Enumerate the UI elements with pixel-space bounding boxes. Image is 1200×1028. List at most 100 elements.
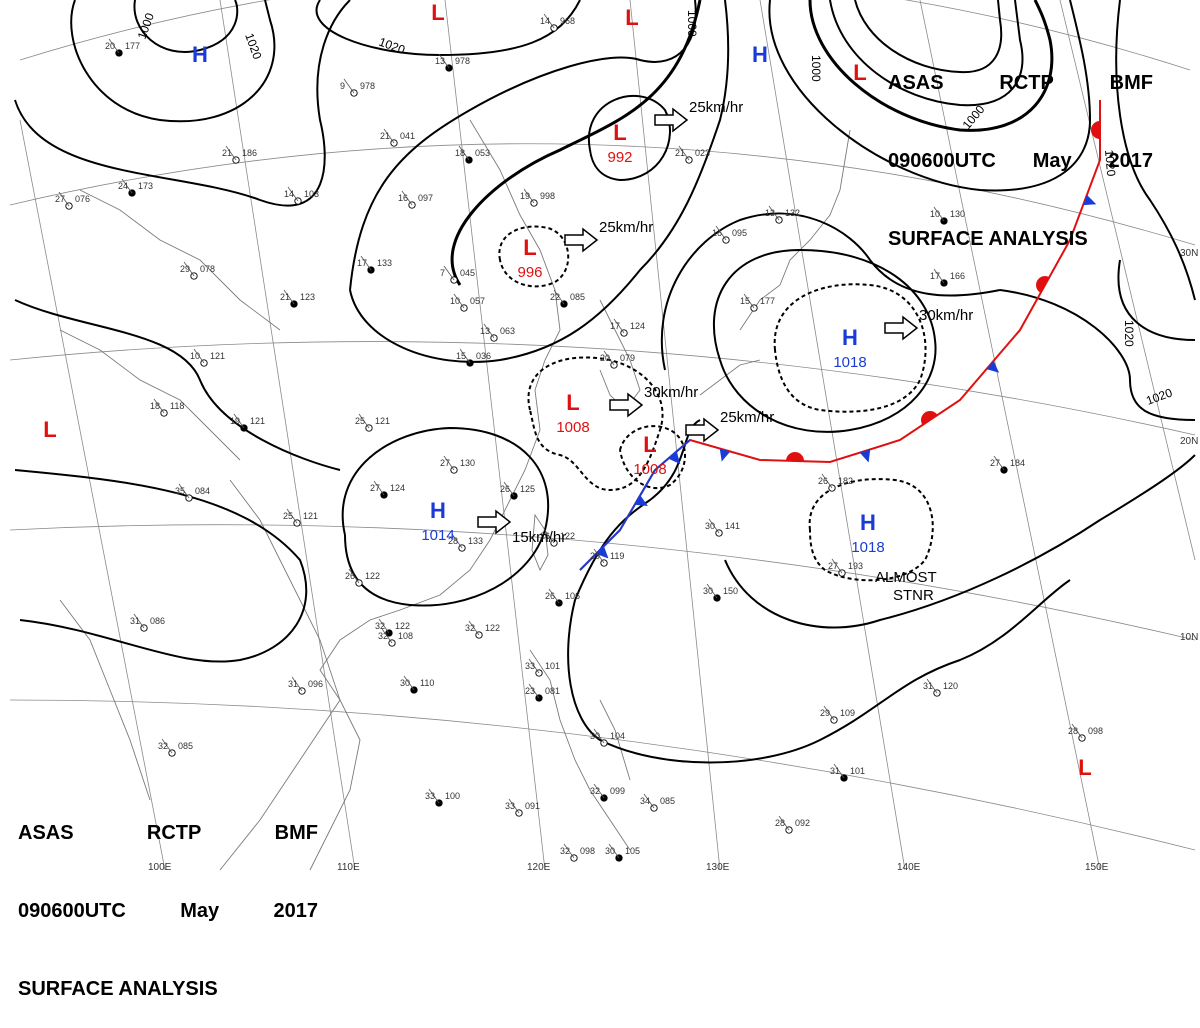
station-pressure: 110 <box>420 678 434 688</box>
station-plot: 10 057 <box>450 293 485 312</box>
motion-vector: 30km/hr <box>609 384 698 418</box>
isobar <box>349 0 697 291</box>
wind-barb-icon <box>443 265 455 281</box>
meridian-100e <box>19 119 166 871</box>
station-pressure: 122 <box>485 623 500 633</box>
wind-barb-icon <box>383 128 395 144</box>
wind-barb-icon <box>287 186 299 202</box>
station-pressure: 109 <box>840 708 855 718</box>
station-temperature: 31 <box>288 679 298 689</box>
station-plot: 20 177 <box>105 38 140 57</box>
wind-barb-icon <box>831 558 843 574</box>
cold-front-symbol <box>596 546 609 559</box>
isobar <box>999 289 1196 421</box>
station-pressure: 118 <box>170 401 184 411</box>
station-plot: 23 081 <box>525 683 560 702</box>
station-pressure: 079 <box>620 353 635 363</box>
grid-labels: 30N 20N 10N 100E 110E 120E 130E 140E 150E <box>148 248 1198 873</box>
station-temperature: 30 <box>400 678 410 688</box>
wind-barb-icon <box>528 658 540 674</box>
isobar <box>854 0 1003 74</box>
station-pressure: 186 <box>242 148 257 158</box>
station-plot: 24 173 <box>118 178 153 197</box>
station-plot: 13 132 <box>765 205 800 224</box>
station-plot: 31 096 <box>288 676 323 695</box>
station-plot: 28 092 <box>775 815 810 834</box>
station-temperature: 25 <box>283 511 293 521</box>
wind-barb-icon <box>833 763 845 779</box>
wind-barb-icon <box>593 728 605 744</box>
station-plot: 35 084 <box>175 483 210 502</box>
coast-indochina <box>219 479 341 871</box>
station-plot: 18 053 <box>455 145 490 164</box>
station-pressure: 098 <box>580 846 595 856</box>
station-temperature: 31 <box>830 766 840 776</box>
pressure-system-high: H <box>192 42 208 67</box>
isobar <box>133 0 239 53</box>
high-marker: H <box>842 325 858 350</box>
station-temperature: 18 <box>455 148 465 158</box>
wind-barb-icon <box>381 628 393 644</box>
meridian-130e <box>629 0 721 871</box>
station-pressure: 085 <box>178 741 193 751</box>
longitude-label: 110E <box>337 862 360 873</box>
station-plot: 32 098 <box>560 843 595 862</box>
annotation-line-1: ALMOST <box>875 569 937 586</box>
isobar <box>567 419 1071 764</box>
header-month: May <box>1032 150 1072 172</box>
station-pressure: 130 <box>460 458 475 468</box>
station-pressure: 098 <box>1088 726 1103 736</box>
low-marker: L <box>643 432 656 457</box>
station-plot: 7 045 <box>440 265 475 284</box>
isobar <box>808 0 1054 132</box>
station-plot: 13 978 <box>435 53 470 72</box>
wind-barb-icon <box>225 145 237 161</box>
longitude-label: 130E <box>706 862 730 873</box>
header-year: 2017 <box>1108 150 1154 172</box>
warm-front-symbol <box>1091 121 1100 139</box>
parallel-20n <box>9 341 1196 436</box>
station-plot: 28 098 <box>1068 723 1103 742</box>
station-pressure: 133 <box>468 536 483 546</box>
station-plot: 18 118 <box>150 398 184 417</box>
wind-barb-icon <box>715 225 727 241</box>
station-pressure: 099 <box>610 786 625 796</box>
station-temperature: 28 <box>1068 726 1078 736</box>
cold-front-symbol <box>1083 194 1097 206</box>
low-marker: L <box>431 0 444 25</box>
wind-barb-icon <box>993 455 1005 471</box>
station-pressure: 100 <box>445 791 460 801</box>
wind-barb-icon <box>743 293 755 309</box>
station-plot: 27 124 <box>370 480 405 499</box>
station-pressure: 057 <box>470 296 485 306</box>
warm-front-symbol <box>786 452 804 462</box>
header-word: RCTP <box>999 72 1054 94</box>
wind-barb-icon <box>678 145 690 161</box>
station-pressure: 978 <box>360 81 375 91</box>
wind-barb-icon <box>468 620 480 636</box>
wind-barb-icon <box>823 705 835 721</box>
header-title: SURFACE ANALYSIS <box>888 228 1088 250</box>
station-temperature: 30 <box>703 586 713 596</box>
station-temperature: 15 <box>456 351 466 361</box>
station-pressure: 141 <box>725 521 740 531</box>
station-temperature: 29 <box>180 264 190 274</box>
motion-speed-label: 25km/hr <box>599 219 653 236</box>
station-plot: 28 133 <box>448 533 483 552</box>
coast-misc-1 <box>59 329 241 461</box>
pressure-system-high: H 1018 <box>851 510 884 556</box>
station-pressure: 182 <box>838 476 853 486</box>
pressure-system-low: L <box>431 0 444 25</box>
pressure-system-high: H 1018 <box>833 325 866 371</box>
coast-east-china <box>309 119 561 871</box>
station-pressure: 968 <box>560 16 575 26</box>
pressure-system-high: H 1014 <box>421 498 454 544</box>
station-temperature: 16 <box>398 193 408 203</box>
motion-vector: 25km/hr <box>564 219 653 253</box>
cold-front-symbol <box>719 448 731 462</box>
station-temperature: 30 <box>705 521 715 531</box>
longitude-label: 150E <box>1085 862 1109 873</box>
station-plot: 10 130 <box>930 206 965 225</box>
motion-arrow-icon <box>609 392 644 418</box>
station-temperature: 19 <box>520 191 530 201</box>
